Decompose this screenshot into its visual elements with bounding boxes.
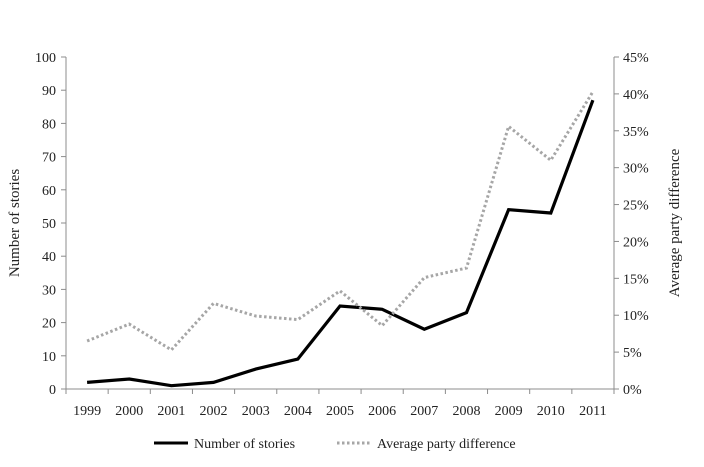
series-line-average-party-difference: [86, 90, 595, 352]
x-axis-tick-label: 2009: [495, 404, 523, 419]
right-axis-tick-label: 10%: [623, 309, 649, 324]
legend: Number of stories Average party differen…: [154, 437, 516, 452]
x-axis-tick-label: 1999: [73, 404, 101, 419]
x-axis-tick-label: 2011: [579, 404, 606, 419]
right-axis-ticks: 0% 5% 10% 15% 20% 25% 30% 35% 40% 45%: [614, 51, 649, 398]
x-axis-tick-label: 2006: [368, 404, 396, 419]
legend-label-number-of-stories: Number of stories: [194, 437, 295, 452]
x-axis-tick-label: 2010: [537, 404, 565, 419]
x-axis-tick-label: 2001: [157, 404, 185, 419]
right-axis-tick-label: 35%: [623, 125, 649, 140]
x-axis-tick-label: 2005: [326, 404, 354, 419]
left-axis-tick-label: 10: [42, 350, 56, 365]
right-axis-title: Average party difference: [667, 148, 683, 297]
right-axis-tick-label: 20%: [623, 235, 649, 250]
left-axis-tick-label: 90: [42, 84, 56, 99]
right-axis-tick-label: 25%: [623, 199, 649, 214]
x-axis-tick-label: 2002: [200, 404, 228, 419]
x-axis-tick-label: 2000: [115, 404, 143, 419]
x-axis-tick-label: 2008: [452, 404, 480, 419]
left-axis-tick-label: 70: [42, 151, 56, 166]
legend-label-average-party-difference: Average party difference: [377, 437, 516, 452]
x-axis-tick-label: 2007: [410, 404, 438, 419]
left-axis-title: Number of stories: [7, 169, 23, 277]
right-axis-tick-label: 30%: [623, 162, 649, 177]
series-group: [86, 90, 595, 388]
left-axis-tick-label: 80: [42, 117, 56, 132]
right-axis-tick-label: 45%: [623, 51, 649, 66]
left-axis-tick-label: 30: [42, 283, 56, 298]
series-line-number-of-stories: [86, 99, 595, 388]
left-axis-ticks: 0 10 20 30 40 50 60 70 80 90 100: [35, 51, 66, 398]
x-axis-tick-label: 2004: [284, 404, 312, 419]
right-axis-tick-label: 15%: [623, 272, 649, 287]
left-axis-tick-label: 100: [35, 51, 56, 66]
x-axis-tick-label: 2003: [242, 404, 270, 419]
right-axis-tick-label: 5%: [623, 346, 642, 361]
left-axis-tick-label: 40: [42, 250, 56, 265]
left-axis-tick-label: 0: [49, 383, 56, 398]
right-axis-tick-label: 0%: [623, 383, 642, 398]
x-axis-ticks: 1999 2000 2001 2002 2003 2004 2005 2006 2007 2008…: [65, 389, 615, 419]
left-axis-tick-label: 50: [42, 217, 56, 232]
left-axis-tick-label: 60: [42, 184, 56, 199]
right-axis-tick-label: 40%: [623, 88, 649, 103]
axes: [65, 57, 615, 390]
left-axis-tick-label: 20: [42, 317, 56, 332]
